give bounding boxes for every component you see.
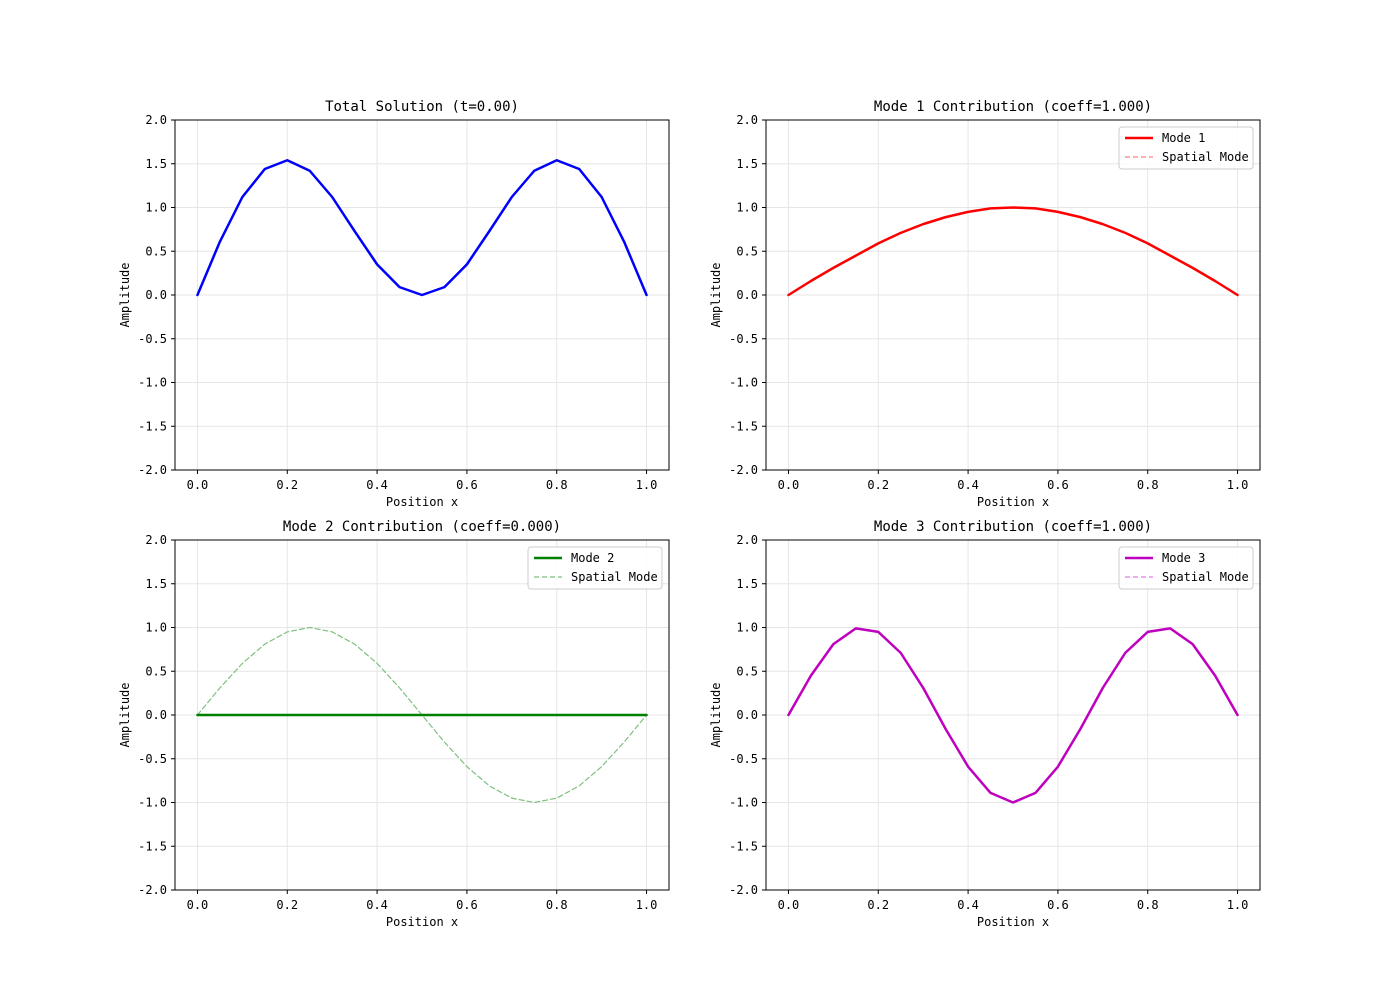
plot-title: Mode 2 Contribution (coeff=0.000) — [283, 519, 561, 535]
y-tick-label: -0.5 — [138, 752, 167, 766]
x-tick-label: 0.8 — [546, 898, 568, 912]
x-tick-label: 1.0 — [1227, 478, 1249, 492]
legend-label: Mode 2 — [571, 551, 614, 565]
y-tick-label: 0.0 — [145, 708, 167, 722]
x-axis-label: Position x — [977, 495, 1049, 509]
x-axis-label: Position x — [977, 915, 1049, 929]
subplot-2: 0.0 0.2 0.4 0.6 0.8 1.0 2.0 1.5 1.0 0.5 0.0 -0.5 -1.… — [709, 99, 1261, 509]
y-tick-label: 2.0 — [736, 533, 758, 547]
y-tick-label: 1.0 — [736, 201, 758, 215]
plot-frame — [174, 539, 670, 891]
legend-label: Mode 3 — [1162, 551, 1205, 565]
y-tick-label: -1.5 — [138, 839, 167, 853]
legend: Mode 1 Spatial Mode — [1118, 126, 1254, 170]
y-tick-label: 0.5 — [736, 664, 758, 678]
y-tick-label: -1.0 — [729, 376, 758, 390]
y-tick-label: -0.5 — [729, 332, 758, 346]
legend-label: Spatial Mode — [1162, 570, 1249, 584]
x-tick-label: 0.6 — [456, 478, 478, 492]
series-line-total — [196, 159, 648, 297]
y-axis-label: Amplitude — [709, 682, 723, 747]
y-tick-label: 1.5 — [145, 157, 167, 171]
y-tick-label: -1.0 — [729, 796, 758, 810]
x-tick-label: 0.2 — [867, 898, 889, 912]
y-tick-label: 1.5 — [145, 577, 167, 591]
y-tick-label: -0.5 — [729, 752, 758, 766]
y-tick-label: 2.0 — [736, 113, 758, 127]
y-tick-label: -1.5 — [729, 839, 758, 853]
y-tick-label: 0.5 — [145, 664, 167, 678]
plot-frame — [174, 119, 670, 471]
subplot-1: 0.0 0.2 0.4 0.6 0.8 1.0 2.0 1.5 1.0 0.5 0.0 -0.5 -1.… — [118, 99, 670, 509]
x-tick-label: 0.8 — [1137, 478, 1159, 492]
y-tick-label: -1.0 — [138, 376, 167, 390]
y-tick-label: -1.5 — [138, 419, 167, 433]
x-tick-label: 0.8 — [1137, 898, 1159, 912]
y-axis-label: Amplitude — [118, 262, 132, 327]
x-tick-label: 1.0 — [636, 898, 658, 912]
x-tick-label: 0.8 — [546, 478, 568, 492]
legend: Mode 3 Spatial Mode — [1118, 546, 1254, 590]
y-tick-label: -1.0 — [138, 796, 167, 810]
plot-frame — [765, 539, 1261, 891]
y-tick-label: 1.0 — [145, 201, 167, 215]
y-tick-label: -1.5 — [729, 419, 758, 433]
y-tick-label: 1.0 — [145, 621, 167, 635]
x-tick-label: 0.4 — [957, 478, 979, 492]
y-tick-label: 1.5 — [736, 157, 758, 171]
plot-title: Total Solution (t=0.00) — [325, 99, 519, 115]
y-tick-label: -2.0 — [729, 883, 758, 897]
y-axis-label: Amplitude — [118, 682, 132, 747]
x-tick-label: 0.2 — [276, 478, 298, 492]
legend-label: Spatial Mode — [1162, 150, 1249, 164]
y-tick-label: 2.0 — [145, 533, 167, 547]
y-tick-label: -2.0 — [138, 463, 167, 477]
y-tick-label: -2.0 — [729, 463, 758, 477]
x-tick-label: 0.0 — [778, 898, 800, 912]
plot-title: Mode 3 Contribution (coeff=1.000) — [874, 519, 1152, 535]
y-tick-label: 1.5 — [736, 577, 758, 591]
x-tick-label: 0.6 — [1047, 478, 1069, 492]
y-tick-label: 0.0 — [736, 708, 758, 722]
x-tick-label: 0.4 — [366, 898, 388, 912]
x-tick-label: 1.0 — [636, 478, 658, 492]
x-tick-label: 0.4 — [957, 898, 979, 912]
y-tick-label: 2.0 — [145, 113, 167, 127]
series-line-mode-3 — [787, 627, 1239, 804]
x-tick-label: 0.4 — [366, 478, 388, 492]
legend: Mode 2 Spatial Mode — [527, 546, 663, 590]
plot-title: Mode 1 Contribution (coeff=1.000) — [874, 99, 1152, 115]
subplot-4: 0.0 0.2 0.4 0.6 0.8 1.0 2.0 1.5 1.0 0.5 0.0 -0.5 -1.… — [709, 519, 1261, 929]
plot-frame — [765, 119, 1261, 471]
y-tick-label: -0.5 — [138, 332, 167, 346]
x-tick-label: 0.0 — [187, 478, 209, 492]
legend-label: Spatial Mode — [571, 570, 658, 584]
x-tick-label: 0.6 — [1047, 898, 1069, 912]
y-tick-label: 0.0 — [145, 288, 167, 302]
y-tick-label: 1.0 — [736, 621, 758, 635]
y-tick-label: 0.0 — [736, 288, 758, 302]
y-tick-label: 0.5 — [736, 244, 758, 258]
x-tick-label: 0.0 — [187, 898, 209, 912]
legend-label: Mode 1 — [1162, 131, 1205, 145]
y-tick-label: 0.5 — [145, 244, 167, 258]
x-tick-label: 0.2 — [867, 478, 889, 492]
y-axis-label: Amplitude — [709, 262, 723, 327]
series-line-mode-1 — [787, 206, 1239, 297]
subplot-3: 0.0 0.2 0.4 0.6 0.8 1.0 2.0 1.5 1.0 0.5 0.0 -0.5 -1.… — [118, 519, 670, 929]
x-tick-label: 0.2 — [276, 898, 298, 912]
y-tick-label: -2.0 — [138, 883, 167, 897]
x-tick-label: 1.0 — [1227, 898, 1249, 912]
x-tick-label: 0.6 — [456, 898, 478, 912]
x-axis-label: Position x — [386, 495, 458, 509]
x-tick-label: 0.0 — [778, 478, 800, 492]
x-axis-label: Position x — [386, 915, 458, 929]
